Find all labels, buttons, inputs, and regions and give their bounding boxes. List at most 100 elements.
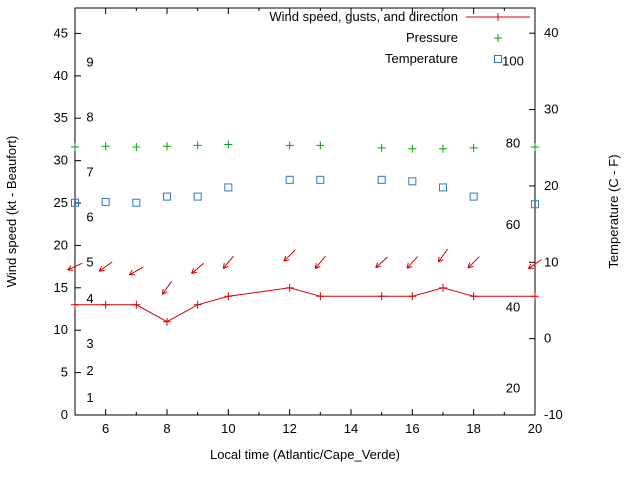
- y-left-tick-label: 40: [54, 68, 68, 83]
- pressure-point: [316, 141, 325, 150]
- x-tick-label: 18: [466, 421, 480, 436]
- wind-point: [101, 300, 110, 309]
- wind-point: [285, 283, 294, 292]
- y-left-tick-label: 45: [54, 25, 68, 40]
- x-tick-label: 6: [102, 421, 109, 436]
- pressure-point: [132, 143, 141, 152]
- x-tick-label: 16: [405, 421, 419, 436]
- y-right-axis-title: Temperature (C - F): [606, 154, 621, 268]
- pressure-point: [469, 143, 478, 152]
- legend-plus-marker: [494, 34, 502, 42]
- beaufort-label: 1: [86, 390, 93, 405]
- wind-point: [163, 317, 171, 326]
- gust-arrow: [467, 256, 480, 269]
- gust-arrow: [375, 256, 388, 269]
- y-left-tick-label: 10: [54, 322, 68, 337]
- temperature-point: [101, 197, 110, 206]
- plot-border: [74, 7, 536, 416]
- temperature-point: [531, 200, 539, 209]
- beaufort-scale-labels: 1 2 3 4 5 6 7 8 9: [86, 54, 93, 405]
- pressure-point: [71, 143, 79, 152]
- gust-arrow: [161, 281, 173, 295]
- wind-point: [439, 283, 447, 292]
- y-right-tick-label: -10: [544, 407, 563, 422]
- gust-arrow: [191, 262, 205, 274]
- pressure-point: [285, 141, 294, 150]
- right-inner-scale-label: 20: [506, 381, 520, 396]
- y-left-tick-label: 30: [54, 153, 68, 168]
- y-left-tick-label: 15: [54, 280, 68, 295]
- beaufort-label: 7: [86, 164, 93, 179]
- right-inner-scale-label: 80: [506, 136, 520, 151]
- legend-label: Temperature: [385, 51, 458, 66]
- beaufort-label: 4: [86, 291, 93, 306]
- wind-point: [193, 300, 202, 309]
- temperature-series: [71, 175, 539, 209]
- humidity-scale-labels: 20 40 60 80 100: [502, 53, 524, 395]
- beaufort-label: 9: [86, 54, 93, 69]
- wind-point: [531, 292, 539, 301]
- gust-arrow: [406, 256, 419, 269]
- legend: Wind speed, gusts, and direction Pressure…: [269, 9, 530, 66]
- gust-arrow: [283, 249, 296, 262]
- x-axis-title: Local time (Atlantic/Cape_Verde): [210, 447, 400, 462]
- wind-point: [132, 300, 141, 309]
- x-tick-label: 14: [344, 421, 358, 436]
- temperature-point: [469, 192, 478, 201]
- temperature-point: [408, 177, 417, 186]
- wind_gusts-series: [67, 248, 542, 295]
- temperature-point: [132, 198, 141, 207]
- gust-arrow: [128, 266, 144, 276]
- legend-plus-marker: [494, 13, 502, 21]
- y-left-tick-label: 35: [54, 110, 68, 125]
- y-axis-right: -10 0 10 20 30 40 Temperature (C - F): [529, 25, 621, 422]
- y-right-tick-label: 10: [544, 254, 558, 269]
- pressure-point: [163, 142, 171, 151]
- legend-label: Pressure: [406, 30, 458, 45]
- y-right-tick-label: 30: [544, 102, 558, 117]
- x-tick-label: 20: [528, 421, 542, 436]
- gust-arrow: [527, 259, 542, 270]
- y-left-tick-label: 0: [61, 407, 68, 422]
- gust-arrow: [222, 255, 234, 269]
- pressure-point: [408, 144, 417, 153]
- y-left-tick-label: 20: [54, 237, 68, 252]
- pressure-point: [377, 143, 386, 152]
- wind-point: [408, 292, 417, 301]
- right-inner-scale-label: 100: [502, 53, 524, 68]
- wind-point: [377, 292, 386, 301]
- temperature-point: [163, 192, 171, 201]
- right-inner-scale-label: 60: [506, 217, 520, 232]
- pressure-point: [193, 141, 202, 150]
- x-tick-label: 10: [221, 421, 235, 436]
- temperature-point: [285, 175, 294, 184]
- x-tick-label: 12: [282, 421, 296, 436]
- legend-label: Wind speed, gusts, and direction: [269, 9, 458, 24]
- x-tick-label: 8: [163, 421, 170, 436]
- wind_speed-series: [71, 283, 539, 326]
- y-right-tick-label: 0: [544, 331, 551, 346]
- pressure-point: [101, 142, 110, 151]
- y-right-tick-label: 40: [544, 25, 558, 40]
- gust-arrow: [437, 248, 449, 263]
- temperature-point: [193, 192, 202, 201]
- pressure-point: [531, 143, 539, 152]
- pressure-series: [71, 140, 539, 153]
- gust-arrow: [67, 262, 83, 271]
- legend-square-marker: [494, 55, 502, 63]
- beaufort-label: 2: [86, 363, 93, 378]
- beaufort-label: 5: [86, 254, 93, 269]
- y-left-tick-label: 5: [61, 365, 68, 380]
- legend-item-1: Pressure: [406, 30, 502, 45]
- pressure-point: [439, 144, 447, 153]
- beaufort-label: 6: [86, 209, 93, 224]
- wind-speed-line: [75, 287, 535, 323]
- y-axis-left: 0 5 10 15 20 25 30 35 40 45 Wind speed (kt - Beauf…: [4, 25, 81, 422]
- right-inner-scale-label: 40: [506, 299, 520, 314]
- y-left-axis-title: Wind speed (kt - Beaufort): [4, 136, 19, 288]
- beaufort-label: 8: [86, 109, 93, 124]
- y-right-tick-label: 20: [544, 178, 558, 193]
